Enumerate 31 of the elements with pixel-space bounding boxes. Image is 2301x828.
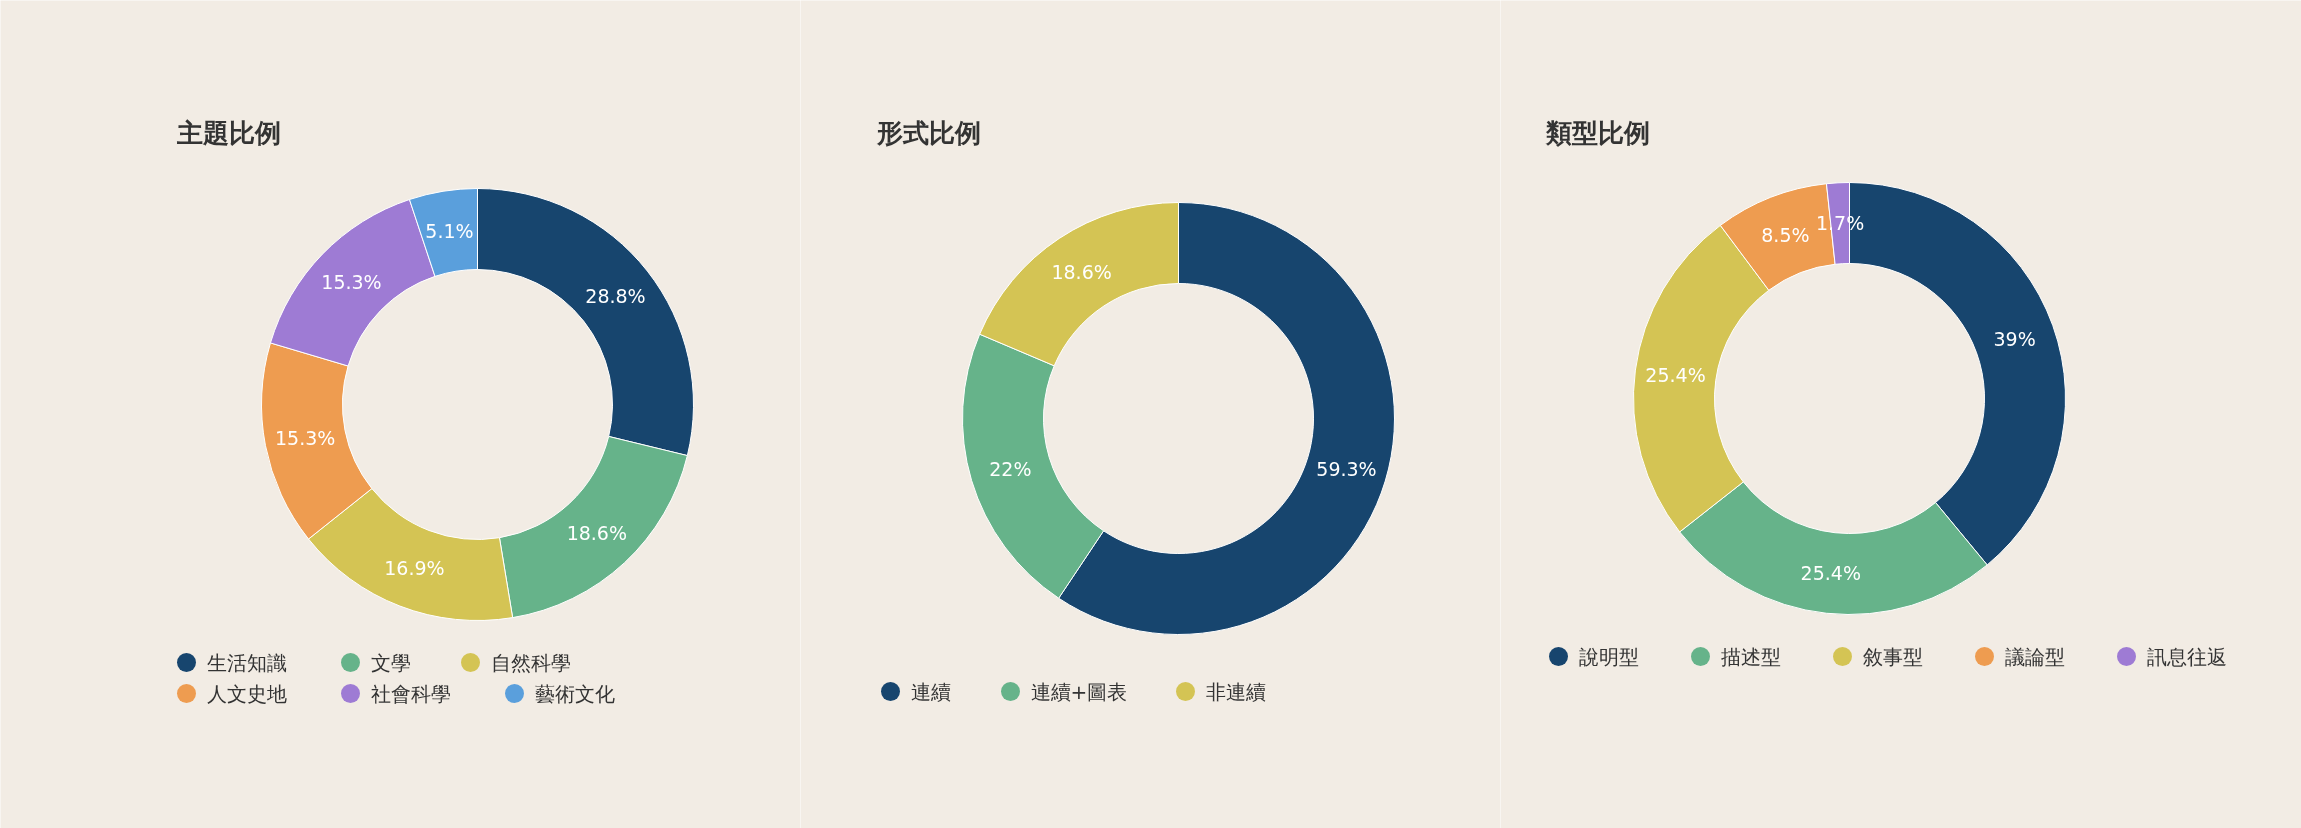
data-label: 22% [989,457,1032,480]
data-label: 16.9% [384,557,445,580]
legend-label: 藝術文化 [534,681,615,706]
legend-label: 文學 [370,650,411,675]
data-label: 15.3% [321,271,382,294]
chart-title: 主題比例 [175,117,281,148]
legend-label: 生活知識 [206,650,287,675]
chart-title: 類型比例 [1544,117,1650,148]
legend-label: 描述型 [1720,644,1781,669]
data-label: 5.1% [425,220,474,243]
legend-label: 非連續 [1205,679,1266,704]
data-label: 15.3% [275,426,336,449]
data-label: 25.4% [1800,562,1861,584]
data-label: 39% [1993,328,2036,351]
legend-label: 議論型 [2004,644,2065,669]
data-label: 59.3% [1316,458,1377,481]
data-label: 1.7% [1816,212,1865,235]
legend-label: 訊息往返 [2146,644,2227,669]
legend-label: 連續 [910,679,951,704]
legend-label: 連續+圖表 [1030,679,1128,704]
legend-label: 敘事型 [1862,644,1923,669]
legend-label: 自然科學 [490,650,571,675]
data-label: 28.8% [585,285,646,308]
legend-label: 社會科學 [370,681,451,706]
data-label: 18.6% [566,522,628,545]
data-label: 8.5% [1761,224,1810,247]
chart-title: 形式比例 [875,117,981,148]
data-label: 25.4% [1645,364,1706,387]
data-label: 18.6% [1051,261,1112,284]
legend-label: 說明型 [1578,644,1639,669]
legend-label: 人文史地 [206,681,287,706]
